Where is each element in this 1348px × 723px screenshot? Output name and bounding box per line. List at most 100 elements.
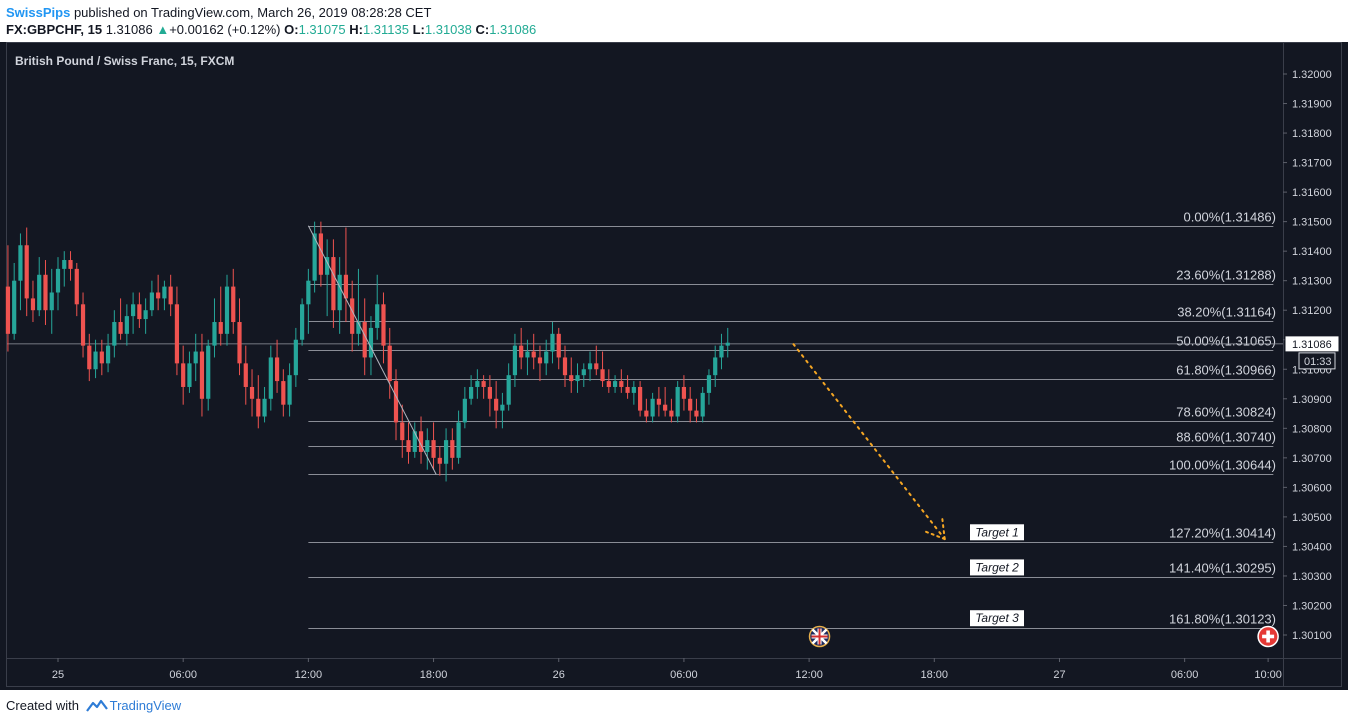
candle-down: [331, 239, 336, 328]
author-link[interactable]: SwissPips: [6, 5, 71, 20]
fib-level-label: 23.60%(1.31288): [1176, 268, 1276, 283]
candle-down: [531, 333, 536, 370]
last-price-box: [1284, 335, 1340, 353]
price-tick-label: 1.31400: [1292, 246, 1332, 258]
candle-body: [443, 440, 449, 464]
candle-up: [162, 280, 167, 311]
projection-arrow-line[interactable]: [792, 343, 946, 541]
candle-body: [156, 292, 161, 299]
low-label: L:: [412, 22, 425, 37]
time-axis[interactable]: 25 06:00 12:00 18:00 26 06:00 12:00 18:00 27 06:0…: [52, 658, 1282, 681]
candle-up: [143, 298, 148, 334]
candle-body: [37, 274, 42, 311]
candle-down: [24, 227, 29, 317]
swiss-flag-icon[interactable]: [1257, 625, 1279, 648]
candle-up: [193, 333, 198, 382]
candle-up: [187, 351, 192, 393]
candle-down: [80, 292, 86, 358]
close-value: 1.31086: [489, 22, 537, 37]
fib-level-label: 161.80%(1.30123): [1169, 612, 1276, 627]
candle-up: [268, 345, 273, 411]
candle-up: [581, 363, 586, 387]
candle-body: [224, 286, 230, 334]
candle-body: [581, 369, 586, 376]
candle-up: [149, 280, 154, 317]
price-tick-label: 1.31300: [1292, 276, 1332, 288]
candle-down: [168, 274, 173, 317]
candle-up: [12, 262, 17, 340]
candle-down: [437, 446, 442, 476]
candle-body: [143, 310, 148, 320]
countdown-label: 01:33: [1304, 356, 1332, 368]
candle-down: [387, 327, 392, 399]
candle-body: [700, 392, 705, 417]
time-tick-label: 12:00: [295, 669, 323, 681]
target-label-box: [970, 610, 1024, 627]
price-tick-label: 1.31900: [1292, 99, 1332, 111]
target-1-label[interactable]: Target 1: [970, 524, 1024, 541]
candle-up: [575, 363, 580, 393]
time-tick-label: 26: [553, 669, 565, 681]
target-2-label[interactable]: Target 2: [970, 559, 1024, 576]
candle-up: [356, 268, 361, 346]
candle-up: [375, 274, 380, 340]
candle-body: [343, 274, 349, 299]
time-tick-label: 06:00: [1171, 669, 1199, 681]
candle-down: [494, 381, 499, 429]
candle-body: [612, 381, 618, 387]
candle-body: [249, 386, 255, 399]
fib-trend-line[interactable]: [307, 225, 437, 475]
last-price: 1.31086: [105, 22, 153, 37]
candle-body: [206, 345, 211, 399]
price-axis[interactable]: 1.32000 1.31900 1.31800 1.31700 1.31600 1.315…: [1283, 69, 1340, 642]
candle-body: [181, 363, 186, 387]
candle-body: [268, 357, 273, 399]
candle-down: [218, 286, 223, 346]
candle-body: [487, 386, 492, 399]
candle-body: [199, 351, 205, 399]
candle-up: [612, 375, 618, 393]
candle-body: [306, 280, 311, 305]
candle-body: [362, 322, 367, 358]
candle-body: [325, 257, 330, 275]
price-chart[interactable]: 0.00%(1.31486) 23.60%(1.31288) 38.20%(1.31…: [0, 42, 1348, 690]
candle-up: [212, 298, 217, 358]
candle-body: [587, 363, 593, 370]
candle-body: [55, 268, 61, 293]
candle-body: [193, 351, 198, 364]
uk-flag-icon[interactable]: [808, 625, 831, 648]
candle-body: [12, 280, 17, 334]
fibonacci-levels[interactable]: 0.00%(1.31486) 23.60%(1.31288) 38.20%(1.31…: [7, 210, 1283, 629]
candle-up: [55, 257, 61, 311]
candle-body: [456, 422, 461, 458]
tradingview-logo-icon: [85, 699, 108, 712]
candle-up: [587, 351, 593, 382]
candle-down: [656, 386, 661, 417]
candle-body: [337, 274, 342, 311]
target-3-label[interactable]: Target 3: [970, 610, 1024, 627]
candle-body: [293, 339, 298, 376]
candle-up: [544, 339, 549, 376]
time-tick-label: 18:00: [921, 669, 949, 681]
candle-up: [368, 316, 374, 376]
last-price-label: 1.31086: [1292, 339, 1332, 351]
candle-up: [18, 233, 23, 311]
price-tick-label: 1.31500: [1292, 217, 1332, 229]
candle-down: [638, 381, 643, 417]
time-tick-label: 25: [52, 669, 64, 681]
drawings[interactable]: Target 1 Target 2 Target 3: [307, 225, 1279, 648]
candle-body: [688, 398, 693, 411]
candle-down: [318, 221, 323, 287]
candle-body: [619, 381, 624, 387]
candle-up: [37, 257, 42, 317]
target-label-box: [970, 559, 1024, 576]
candle-body: [418, 431, 424, 452]
last-price-badge: 1.31086: [1284, 335, 1340, 353]
candle-body: [68, 260, 73, 269]
candle-body: [675, 386, 680, 417]
tradingview-link[interactable]: TradingView: [109, 698, 182, 713]
price-tick-label: 1.31600: [1292, 187, 1332, 199]
candle-down: [481, 375, 486, 399]
candle-up: [719, 333, 724, 370]
close-label: C:: [475, 22, 490, 37]
